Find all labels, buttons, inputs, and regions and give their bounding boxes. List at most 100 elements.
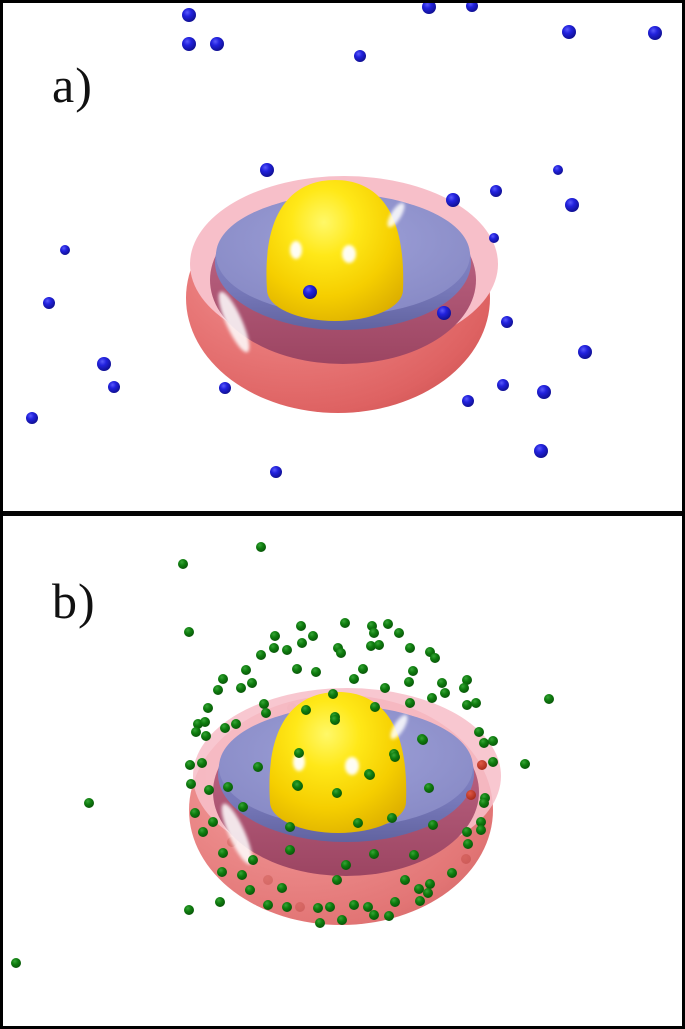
ion-dot-green-ion: [405, 698, 415, 708]
ion-dot-blue-ion: [553, 165, 563, 175]
ion-dot-blue-ion: [97, 357, 111, 371]
ion-dot-green-ion: [263, 900, 273, 910]
ion-dot-blue-ion: [354, 50, 366, 62]
ion-dot-green-ion: [349, 674, 359, 684]
ion-dot-green-ion: [414, 884, 424, 894]
ion-dot-green-ion: [330, 715, 340, 725]
ion-dot-green-ion: [423, 888, 433, 898]
ion-dot-green-ion: [241, 665, 251, 675]
ion-dot-green-ion: [387, 813, 397, 823]
ion-dot-red: [466, 790, 476, 800]
ion-dot-green-ion: [248, 855, 258, 865]
ion-dot-green-ion: [200, 717, 210, 727]
ion-dot-green-ion: [313, 903, 323, 913]
bowl-specular-streak: [218, 291, 250, 353]
ion-dot-green-ion: [476, 817, 486, 827]
ion-dot-blue-ion: [462, 395, 474, 407]
core-highlight-right: [390, 714, 408, 740]
ion-dot-green-ion: [369, 910, 379, 920]
ion-dot-green-ion: [293, 781, 303, 791]
core-highlight-left: [293, 753, 305, 771]
ion-dot-blue-ion: [437, 306, 451, 320]
ion-dot-green-ion: [223, 782, 233, 792]
ion-dot-green-ion: [292, 664, 302, 674]
ion-dot-green-ion: [383, 619, 393, 629]
ion-dot-green-ion: [409, 850, 419, 860]
ion-dot-green-ion: [479, 738, 489, 748]
ion-dot-blue-ion: [446, 193, 460, 207]
ion-dot-green-ion: [405, 643, 415, 653]
ion-dot-green-ion: [337, 915, 347, 925]
ion-dot-green-ion: [430, 653, 440, 663]
ion-dot-green-ion: [384, 911, 394, 921]
ion-dot-green-ion: [311, 667, 321, 677]
ion-dot-green-ion: [363, 902, 373, 912]
core-sphere: [266, 180, 404, 321]
ion-dot-green-ion: [328, 689, 338, 699]
ion-dot-green-ion: [184, 627, 194, 637]
ion-dot-green-ion: [282, 902, 292, 912]
ion-dot-blue-ion: [497, 379, 509, 391]
ion-dot-green-ion: [325, 902, 335, 912]
ion-dot-red: [477, 760, 487, 770]
ion-dot-green-ion: [256, 542, 266, 552]
ion-dot-green-ion: [488, 736, 498, 746]
ion-dot-green-ion: [208, 817, 218, 827]
ion-dot-green-ion: [462, 700, 472, 710]
ion-dot-green-ion: [185, 760, 195, 770]
ion-dot-green-ion: [462, 827, 472, 837]
ion-dot-green-ion: [285, 845, 295, 855]
ion-dot-blue-ion: [26, 412, 38, 424]
ion-dot-green-ion: [218, 674, 228, 684]
ion-dot-green-ion: [301, 705, 311, 715]
ion-dot-green-ion: [203, 703, 213, 713]
ion-dot-blue-ion: [219, 382, 231, 394]
panel-b: [11, 542, 554, 968]
ion-dot-green-ion: [341, 860, 351, 870]
ion-dot-blue-ion: [210, 37, 224, 51]
ion-dot-green-ion: [308, 631, 318, 641]
core-highlight-center: [342, 245, 356, 263]
panel-a: [26, 0, 662, 478]
ion-dot-blue-ion: [60, 245, 70, 255]
ion-dot-green-ion: [237, 870, 247, 880]
ion-dot-blue-ion: [466, 0, 478, 12]
ion-dot-green-ion: [544, 694, 554, 704]
ion-dot-green-ion: [390, 897, 400, 907]
ion-dot-green-ion: [479, 798, 489, 808]
ion-dot-green-ion: [369, 628, 379, 638]
ion-dot-green-ion: [178, 559, 188, 569]
ion-dot-green-ion: [245, 885, 255, 895]
ion-dot-green-ion: [408, 666, 418, 676]
ion-dot-green-ion: [440, 688, 450, 698]
ion-dot-green-ion: [11, 958, 21, 968]
ion-dot-green-ion: [476, 825, 486, 835]
ion-dot-blue-ion: [270, 466, 282, 478]
ion-dot-green-ion: [277, 883, 287, 893]
ion-dot-green-ion: [415, 896, 425, 906]
ion-dot-blue-ion: [303, 285, 317, 299]
ion-dot-green-ion: [215, 897, 225, 907]
ion-dot-green-ion: [285, 822, 295, 832]
nanoparticle-b: [189, 688, 501, 925]
ion-dot-blue-ion: [182, 37, 196, 51]
ion-dot-green-ion: [366, 641, 376, 651]
ion-dot-green-ion: [400, 875, 410, 885]
ion-dot-green-ion: [349, 900, 359, 910]
ion-dot-blue-ion: [489, 233, 499, 243]
ion-dot-green-ion: [186, 779, 196, 789]
ion-dot-green-ion: [220, 723, 230, 733]
ion-dot-green-ion: [218, 848, 228, 858]
ion-dot-green-ion: [261, 708, 271, 718]
ion-dot-green-ion: [418, 735, 428, 745]
ion-dot-green-ion: [424, 783, 434, 793]
ion-dot-blue-ion: [648, 26, 662, 40]
ion-dot-blue-ion: [501, 316, 513, 328]
ion-dot-green-ion: [427, 693, 437, 703]
ion-dot-green-ion: [190, 808, 200, 818]
ion-dot-green-ion: [374, 640, 384, 650]
ion-dot-green-ion: [256, 650, 266, 660]
ion-dot-green-ion: [358, 664, 368, 674]
ion-dot-green-ion: [198, 827, 208, 837]
